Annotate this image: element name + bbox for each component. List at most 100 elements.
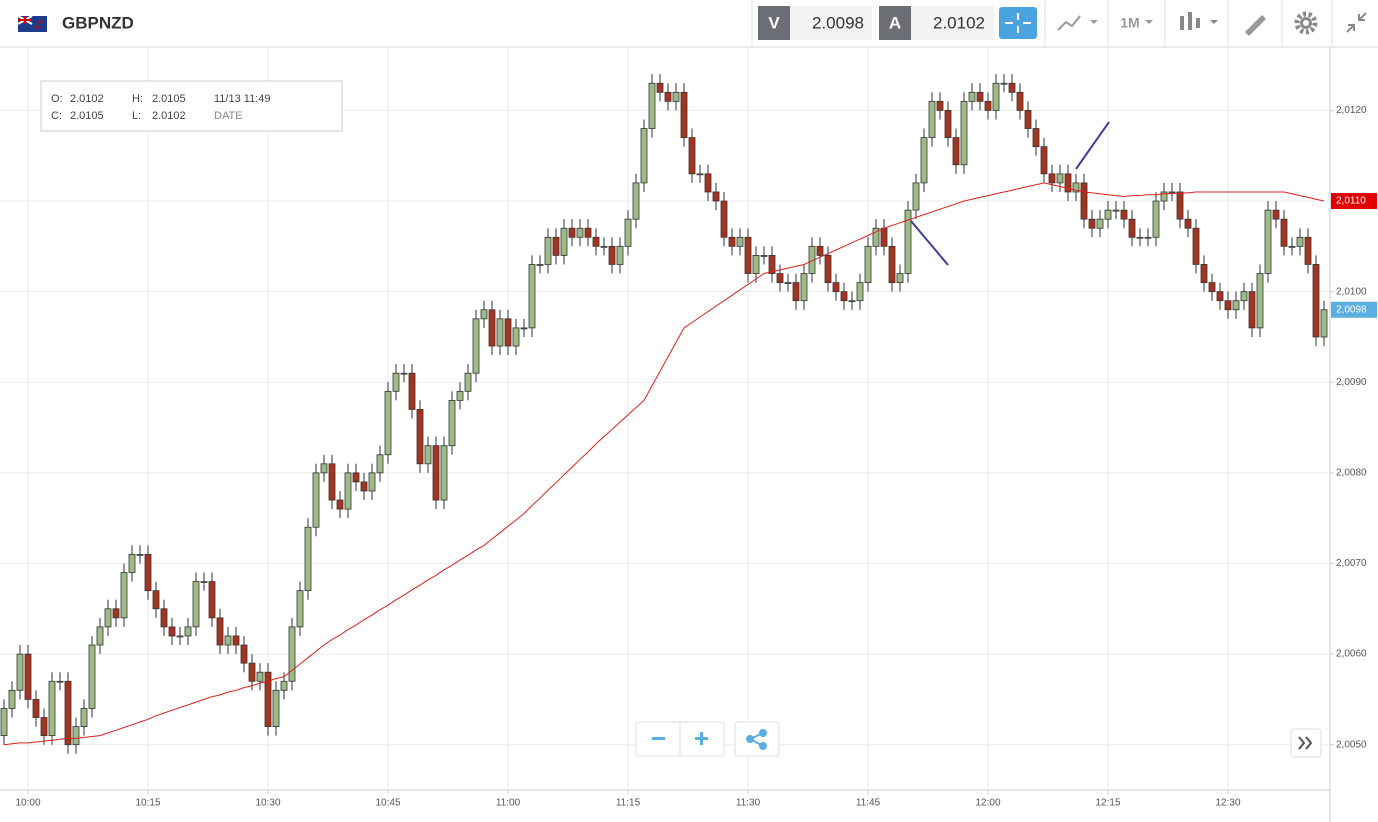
candle-body <box>856 282 864 302</box>
candle-body <box>400 372 408 375</box>
candle-body <box>520 327 528 330</box>
y-tick-label: 2,0080 <box>1336 468 1367 479</box>
candle-body <box>1192 227 1200 265</box>
candle-body <box>280 680 288 691</box>
candle-body <box>1304 236 1312 265</box>
candle-body <box>720 200 728 238</box>
candle-body <box>480 309 488 320</box>
candle-body <box>24 653 32 700</box>
candle-body <box>40 717 48 737</box>
sell-button[interactable] <box>758 6 790 40</box>
candle-body <box>576 227 584 238</box>
candle-body <box>264 671 272 727</box>
zoom-in-button[interactable] <box>695 732 708 745</box>
candle-body <box>864 245 872 283</box>
candle-body <box>120 572 128 619</box>
candle-body <box>840 291 848 302</box>
candle-body <box>352 472 360 483</box>
header <box>0 0 1378 47</box>
candle-body <box>1280 218 1288 247</box>
candle-body <box>408 372 416 410</box>
collapse-icon[interactable] <box>1346 12 1367 33</box>
crosshair-button[interactable] <box>999 7 1037 39</box>
candle-body <box>512 327 520 347</box>
chart-type-icon[interactable] <box>1180 12 1218 30</box>
candle-body <box>1008 82 1016 93</box>
candle-body <box>1056 173 1064 184</box>
buy-label[interactable]: A <box>889 13 901 32</box>
x-tick-label: 12:30 <box>1215 798 1240 809</box>
candle-body <box>384 390 392 456</box>
settings-icon[interactable] <box>1294 11 1318 35</box>
candle-body <box>312 472 320 528</box>
candle-body <box>752 255 760 274</box>
candle-body <box>504 318 512 347</box>
scroll-end-icon <box>1298 736 1313 750</box>
info-box <box>40 80 343 132</box>
candle-body <box>1320 309 1328 338</box>
candle-body <box>176 635 184 638</box>
buy-price-box[interactable] <box>911 6 994 40</box>
candle-body <box>232 635 240 646</box>
candle-body <box>1072 182 1080 193</box>
share-button[interactable] <box>746 729 767 750</box>
draw-icon[interactable] <box>1245 15 1266 36</box>
candle-body <box>656 82 664 93</box>
scroll-end-button[interactable] <box>1290 728 1322 758</box>
x-tick-label: 10:15 <box>135 798 160 809</box>
candle-body <box>48 680 56 737</box>
candle-body <box>1120 209 1128 220</box>
candle-body <box>432 445 440 501</box>
candle-body <box>536 264 544 266</box>
info-label: H: <box>132 93 143 105</box>
candle-body <box>1048 173 1056 184</box>
candle-body <box>328 463 336 501</box>
candle-body <box>1248 291 1256 329</box>
candle-body <box>128 554 136 573</box>
candle-body <box>72 726 80 746</box>
candle-body <box>784 282 792 284</box>
candle-body <box>1176 191 1184 220</box>
candle-body <box>1128 218 1136 238</box>
price-tag <box>1331 193 1377 210</box>
candle-body <box>1112 209 1120 212</box>
trend-line <box>1075 121 1110 170</box>
indicator-icon[interactable] <box>1057 15 1098 31</box>
x-tick-label: 10:00 <box>15 798 40 809</box>
candle-body <box>440 445 448 501</box>
candle-body <box>1032 128 1040 148</box>
candle-body <box>1136 236 1144 239</box>
sell-label[interactable]: V <box>768 13 780 32</box>
candle-body <box>1200 264 1208 283</box>
timeframe[interactable]: 1M <box>1120 15 1139 31</box>
buy-price[interactable]: 2.0102 <box>933 13 985 32</box>
candle-body <box>1168 191 1176 194</box>
candle-body <box>1104 209 1112 220</box>
info-value: 2.0102 <box>70 93 104 105</box>
sell-price[interactable]: 2.0098 <box>812 13 864 32</box>
candle-body <box>544 236 552 265</box>
candle-body <box>688 137 696 175</box>
candle-body <box>912 182 920 211</box>
candle-body <box>672 91 680 102</box>
trend-line <box>910 220 949 266</box>
x-tick-label: 11:15 <box>616 798 641 809</box>
sell-price-box[interactable] <box>790 6 872 40</box>
candle-body <box>0 708 8 737</box>
candle-body <box>208 581 216 619</box>
candle-body <box>136 554 144 556</box>
candle-body <box>1224 300 1232 311</box>
candle-body <box>104 608 112 628</box>
zoom-out-button[interactable] <box>652 737 665 740</box>
candle-body <box>344 472 352 510</box>
x-tick-label: 11:00 <box>496 798 521 809</box>
candle-body <box>96 626 104 646</box>
crosshair-icon <box>1005 13 1031 33</box>
buy-button[interactable] <box>879 6 911 40</box>
candle-body <box>304 526 312 592</box>
candle-body <box>1256 273 1264 329</box>
candle-body <box>1216 291 1224 302</box>
candle-body <box>920 137 928 184</box>
